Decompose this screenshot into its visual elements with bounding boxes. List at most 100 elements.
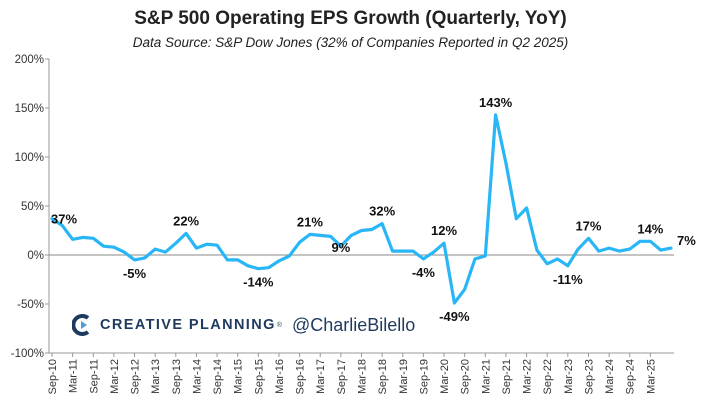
data-point xyxy=(566,264,570,267)
data-label: 12% xyxy=(431,223,457,238)
data-point xyxy=(463,288,466,291)
data-point xyxy=(484,254,487,258)
data-point xyxy=(442,242,446,245)
data-point xyxy=(432,250,435,254)
x-tick-label: Sep-14 xyxy=(212,359,224,394)
data-point xyxy=(61,224,64,227)
x-tick-label: Mar-12 xyxy=(109,359,121,394)
data-point xyxy=(267,266,270,269)
y-tick-label: 150% xyxy=(15,103,44,115)
x-tick-label: Mar-17 xyxy=(315,359,327,394)
data-point xyxy=(556,257,559,261)
data-point xyxy=(525,206,528,210)
data-point xyxy=(339,244,343,248)
data-point xyxy=(112,245,116,249)
x-tick-label: Sep-19 xyxy=(418,359,430,394)
data-point xyxy=(597,249,600,253)
x-tick-label: Mar-23 xyxy=(563,359,575,394)
data-point xyxy=(205,243,208,246)
data-label: 37% xyxy=(51,212,77,227)
chart-title: S&P 500 Operating EPS Growth (Quarterly,… xyxy=(134,8,567,29)
data-point xyxy=(143,256,147,260)
data-label: 7% xyxy=(677,233,696,248)
x-tick-label: Mar-13 xyxy=(150,359,162,394)
data-point xyxy=(288,254,291,258)
data-point xyxy=(587,237,590,240)
data-point xyxy=(659,248,662,252)
data-label: 14% xyxy=(637,221,663,236)
x-tick-label: Sep-22 xyxy=(542,359,554,394)
data-point xyxy=(226,258,229,262)
x-tick-label: Sep-15 xyxy=(253,359,265,394)
chart-subtitle: Data Source: S&P Dow Jones (32% of Compa… xyxy=(132,35,569,50)
data-point xyxy=(102,244,105,248)
company-name: CREATIVE PLANNING xyxy=(100,317,276,333)
x-tick-label: Mar-24 xyxy=(604,359,616,394)
data-point xyxy=(319,234,322,237)
data-point xyxy=(576,247,580,251)
data-point xyxy=(277,259,281,263)
data-point xyxy=(81,236,85,239)
data-point xyxy=(298,241,301,244)
trademark-symbol: ® xyxy=(276,321,282,329)
y-tick-label: 100% xyxy=(15,152,44,164)
x-tick-label: Mar-16 xyxy=(274,359,286,394)
x-tick-label: Sep-23 xyxy=(583,359,595,394)
x-tick-label: Mar-18 xyxy=(357,359,369,394)
x-tick-label: Sep-17 xyxy=(336,359,348,394)
x-tick-label: Sep-24 xyxy=(625,359,637,394)
creative-planning-logo-icon xyxy=(72,314,90,336)
data-point xyxy=(504,161,508,165)
data-point xyxy=(123,250,126,254)
data-label: -11% xyxy=(553,272,583,287)
data-point xyxy=(453,301,456,305)
data-point xyxy=(535,248,539,252)
data-point xyxy=(607,246,611,250)
data-point xyxy=(422,257,425,261)
data-label: 9% xyxy=(331,240,350,255)
y-tick-label: -50% xyxy=(17,299,44,311)
data-point xyxy=(546,262,549,266)
data-point xyxy=(164,250,167,254)
y-tick-label: 50% xyxy=(21,201,44,213)
data-point xyxy=(215,244,219,247)
x-tick-label: Sep-20 xyxy=(460,359,472,394)
data-point xyxy=(515,217,518,220)
x-tick-label: Mar-14 xyxy=(191,359,203,394)
x-tick-label: Sep-16 xyxy=(295,359,307,394)
data-point xyxy=(133,258,136,262)
data-point xyxy=(380,222,384,225)
data-point xyxy=(494,113,497,117)
data-point xyxy=(308,233,312,236)
branding: CREATIVE PLANNING ® @CharlieBilello xyxy=(72,313,415,337)
x-tick-label: Sep-12 xyxy=(130,359,142,394)
data-point xyxy=(370,228,374,231)
y-tick-label: -100% xyxy=(11,348,44,360)
data-point xyxy=(401,249,404,253)
y-tick-label: 0% xyxy=(27,250,44,262)
data-point xyxy=(236,258,239,262)
data-point xyxy=(411,249,415,253)
data-point xyxy=(71,238,74,241)
data-label: 32% xyxy=(369,204,395,219)
x-tick-label: Mar-11 xyxy=(68,359,80,393)
data-point xyxy=(50,217,54,220)
data-point xyxy=(669,246,673,250)
data-label: -49% xyxy=(439,309,470,324)
data-label: 17% xyxy=(575,218,601,233)
x-tick-label: Mar-21 xyxy=(480,359,492,394)
data-label: 22% xyxy=(173,213,199,228)
y-tick-label: 200% xyxy=(15,54,44,66)
data-point xyxy=(628,247,631,251)
data-point xyxy=(257,267,260,270)
data-point xyxy=(391,249,394,253)
data-point xyxy=(153,247,157,251)
x-tick-label: Mar-25 xyxy=(645,359,657,394)
x-tick-label: Sep-11 xyxy=(88,359,100,394)
data-point xyxy=(349,234,353,237)
x-tick-label: Mar-20 xyxy=(439,359,451,394)
data-point xyxy=(638,240,642,243)
x-tick-label: Sep-18 xyxy=(377,359,389,394)
x-tick-label: Mar-19 xyxy=(398,359,410,394)
